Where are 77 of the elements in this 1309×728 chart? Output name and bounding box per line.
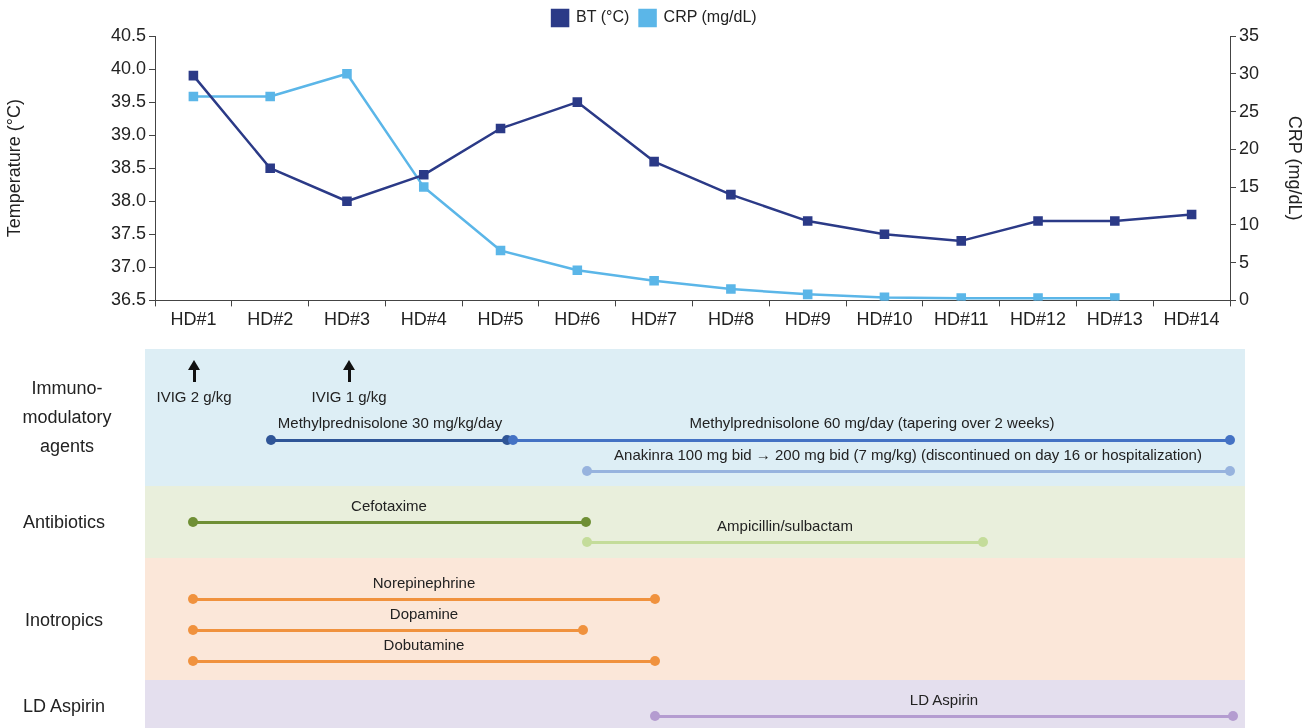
point xyxy=(265,91,275,102)
x-tick-label: HD#13 xyxy=(1086,309,1143,330)
x-tick-label: HD#9 xyxy=(784,309,831,330)
point xyxy=(1110,293,1120,301)
x-tick-label: HD#7 xyxy=(631,309,678,330)
point xyxy=(418,170,429,180)
legend-label: CRP (mg/dL) xyxy=(663,8,757,26)
point xyxy=(188,70,199,81)
y2-axis-title: CRP (mg/dL) xyxy=(1285,115,1306,221)
point xyxy=(726,284,736,294)
text: Antibiotics xyxy=(21,510,106,534)
text: Anakinra 100 mg bid → 200 mg bid (7 mg/kg) (discontinued on day 16 or hospitalization) xyxy=(614,446,1202,464)
point xyxy=(1033,216,1043,226)
x-tick-label: HD#6 xyxy=(554,309,601,330)
point xyxy=(879,229,890,240)
y-tick-label: 40.5 xyxy=(110,24,146,45)
point xyxy=(572,265,583,275)
point xyxy=(956,236,967,246)
text: Inotropics xyxy=(23,608,104,632)
text: LD Aspirin xyxy=(909,691,979,709)
point xyxy=(572,97,583,107)
text: Methylprednisolone 60 mg/day (tapering over 2 weeks) xyxy=(689,414,1055,432)
text: Methylprednisolone 30 mg/kg/day xyxy=(277,414,503,432)
y-tick-label: 38.0 xyxy=(110,190,146,211)
text: Cefotaxime xyxy=(351,497,427,515)
point xyxy=(342,196,352,207)
point xyxy=(188,91,199,102)
x-tick-label: HD#5 xyxy=(477,309,524,330)
x-tick-label: HD#8 xyxy=(707,309,754,330)
text: LD Aspirin xyxy=(21,694,106,718)
x-tick-label: HD#4 xyxy=(400,309,447,330)
text: Dobutamine xyxy=(383,636,465,654)
y-tick-label: 37.0 xyxy=(110,256,146,277)
y-tick-label: 38.5 xyxy=(110,157,146,178)
point xyxy=(956,293,967,301)
point xyxy=(726,189,736,200)
text: IVIG 1 g/kg xyxy=(311,388,387,406)
point xyxy=(1033,293,1043,301)
y-tick-label: 39.0 xyxy=(110,124,146,145)
point xyxy=(649,275,659,286)
point xyxy=(342,68,352,79)
x-tick-label: HD#14 xyxy=(1163,309,1220,330)
point xyxy=(1186,209,1197,220)
point xyxy=(802,289,813,300)
point xyxy=(879,292,890,301)
point xyxy=(1110,216,1120,226)
y2-tick-label: 5 xyxy=(1239,251,1250,272)
x-tick-label: HD#2 xyxy=(247,309,294,330)
x-tick-label: HD#11 xyxy=(933,309,989,330)
text: Ampicillin/sulbactam xyxy=(717,517,853,535)
text: IVIG 2 g/kg xyxy=(156,388,232,406)
y-tick-label: 40.0 xyxy=(110,58,146,79)
x-tick-label: HD#10 xyxy=(856,309,913,330)
x-tick-label: HD#1 xyxy=(170,309,217,330)
x-tick-label: HD#3 xyxy=(323,309,370,330)
point xyxy=(495,123,506,134)
x-tick-label: HD#12 xyxy=(1010,309,1067,330)
y-axis-title: Temperature (°C) xyxy=(3,99,24,238)
y2-tick-label: 0 xyxy=(1239,289,1250,310)
y2-tick-label: 30 xyxy=(1239,62,1260,83)
text: Norepinephrine xyxy=(372,574,476,592)
legend-label: BT (°C) xyxy=(576,8,630,26)
point xyxy=(418,182,429,192)
point xyxy=(265,163,275,173)
text: Immuno-modulatory agents xyxy=(21,376,113,458)
y2-tick-label: 20 xyxy=(1239,138,1260,159)
y2-tick-label: 15 xyxy=(1239,176,1260,197)
point xyxy=(649,156,659,167)
point xyxy=(802,216,813,226)
y2-tick-label: 25 xyxy=(1239,100,1260,121)
y-tick-label: 36.5 xyxy=(110,289,146,310)
point xyxy=(495,245,506,256)
y-tick-label: 39.5 xyxy=(110,91,146,112)
text: Dopamine xyxy=(389,605,459,623)
y2-tick-label: 10 xyxy=(1239,213,1260,234)
y-tick-label: 37.5 xyxy=(110,223,146,244)
y2-tick-label: 35 xyxy=(1239,24,1260,45)
